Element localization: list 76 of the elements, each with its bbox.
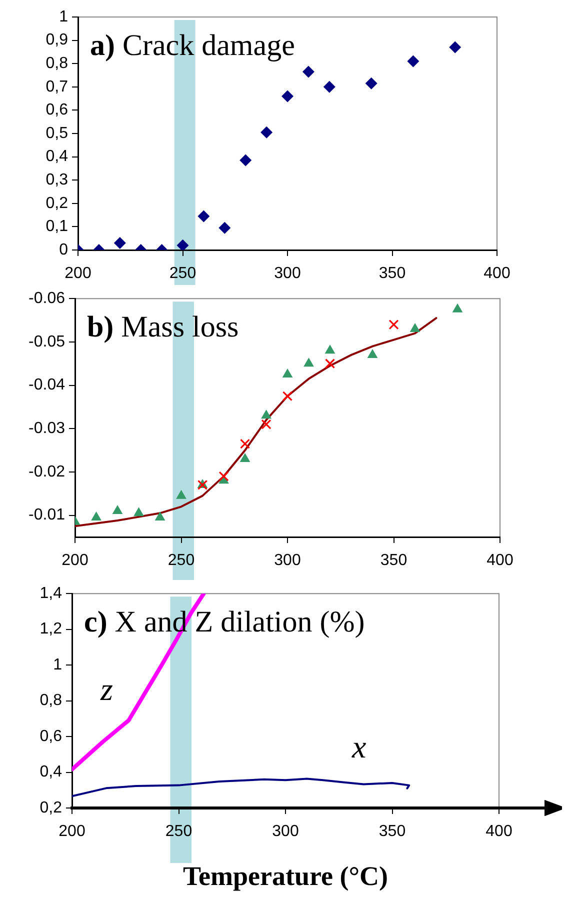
point [91,511,102,520]
x-tick-label: 300 [274,265,301,282]
point [282,368,293,378]
x-tick-label: 200 [62,552,88,570]
chart-title: a) Crack damage [90,29,295,62]
point [197,480,208,490]
point [388,320,399,330]
point [261,419,272,430]
x-tick-label: 350 [378,823,406,840]
x-tick-label: 300 [274,552,301,570]
point [176,490,186,499]
point [449,41,462,54]
point [324,358,336,369]
point [282,90,294,102]
y-tick-label: 0,9 [46,32,68,49]
point [218,222,231,234]
y-tick-label: 0,5 [46,124,68,142]
point [323,80,336,93]
point [240,452,250,462]
y-tick-label: -0.01 [28,506,66,524]
point [407,55,420,68]
point [302,66,314,78]
x-tick-label: 350 [378,265,406,282]
y-tick-label: 1 [53,656,62,674]
point [134,507,144,516]
point [218,471,229,482]
chart-title: b) Mass loss [87,310,239,344]
x-tick-label: 200 [64,265,92,282]
y-tick-label: 0,8 [40,692,62,710]
series-label: x [351,728,366,764]
y-tick-label: 0,2 [46,194,68,212]
x-axis-title: Temperature (°C) [182,860,388,891]
x-tick-label: 400 [486,552,514,570]
y-tick-label: 1,4 [40,585,62,602]
point [260,126,273,138]
point [261,410,272,419]
point [176,239,189,250]
y-tick-label: 0,7 [46,78,68,96]
y-tick-label: 1,2 [40,620,62,638]
point [304,358,314,367]
x-tick-label: 200 [58,823,86,840]
point [240,154,252,166]
point [198,210,210,222]
x-tick-label: 250 [169,265,196,282]
point [282,391,293,402]
point [410,322,420,332]
x-tick-label: 300 [272,823,299,840]
y-tick-label: -0.06 [28,290,66,308]
x-tick-label: 250 [168,552,195,570]
y-tick-label: 0,1 [46,218,68,236]
y-tick-label: 0 [59,241,68,258]
x-tick-label: 400 [484,265,510,282]
y-tick-label: -0.03 [28,420,66,438]
point [240,438,250,449]
y-tick-label: 1 [59,8,68,26]
point [324,344,336,354]
x-tick-label: 400 [486,823,512,840]
y-tick-label: 0,8 [46,55,68,72]
y-tick-label: 0,2 [40,799,62,816]
series-label: z [100,671,114,708]
y-tick-label: -0.05 [28,333,66,350]
x-tick-label: 250 [165,823,192,840]
y-tick-label: -0.02 [28,463,66,480]
y-tick-label: 0,4 [46,148,68,166]
y-tick-label: 0,4 [40,764,62,781]
point [365,77,378,90]
point [367,348,378,358]
y-tick-label: 0,6 [40,728,62,745]
y-tick-label: 0,3 [46,172,68,189]
y-tick-label: 0,6 [46,102,68,119]
point [114,237,126,250]
point [154,511,166,520]
point [112,504,123,514]
y-tick-label: -0.04 [28,376,66,394]
x-tick-label: 350 [380,552,408,570]
point [452,303,463,312]
